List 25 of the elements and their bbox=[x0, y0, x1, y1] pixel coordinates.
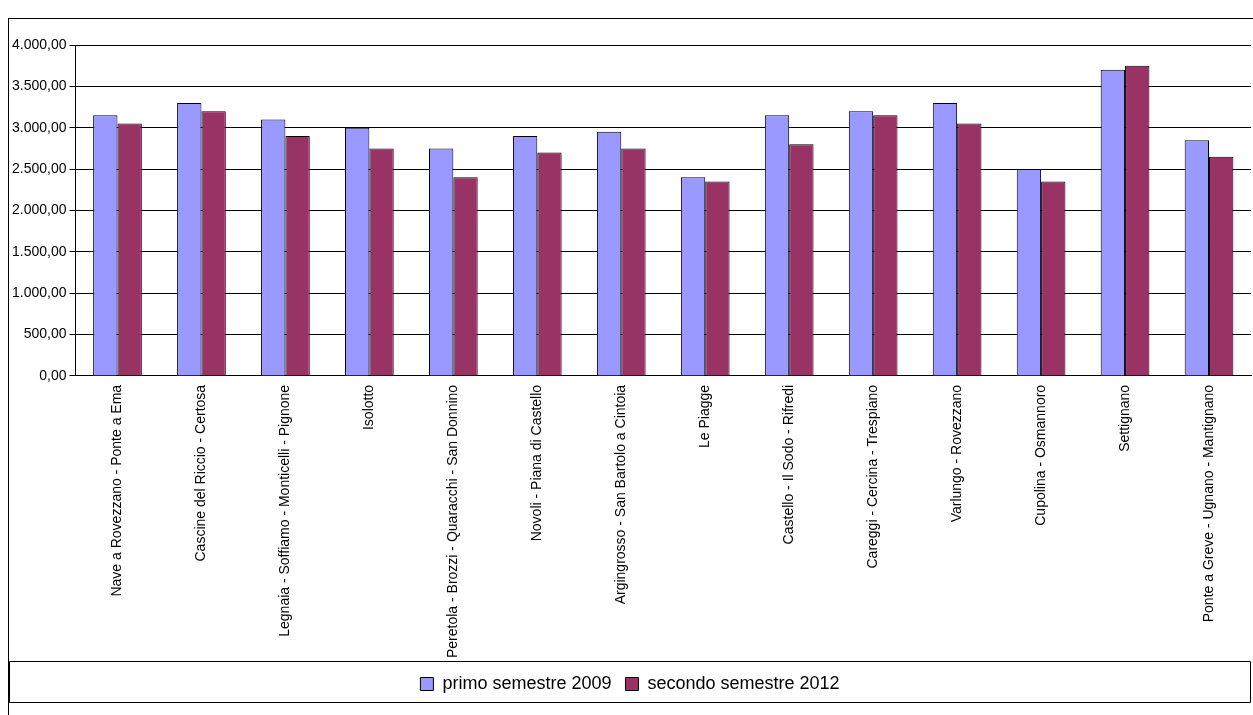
x-tick-label: Peretola - Brozzi - Quaracchi - San Donnino bbox=[444, 384, 461, 658]
y-tick-label: 3.500,00 bbox=[12, 77, 67, 94]
y-tick-label: 500,00 bbox=[23, 325, 67, 342]
x-tick-label: Nave a Rovezzano - Ponte a Ema bbox=[108, 384, 125, 597]
x-tick-label: Novoli - Piana di Castello bbox=[528, 384, 545, 542]
x-tick-label: Le Piagge bbox=[696, 384, 713, 448]
x-tick-label: Cupolina - Osmannoro bbox=[1031, 384, 1048, 526]
x-tick-label: Legnaia - Soffiamo - Monticelli - Pignone bbox=[276, 384, 293, 637]
y-tick-label: 2.500,00 bbox=[12, 159, 67, 176]
y-tick-label: 3.000,00 bbox=[12, 118, 67, 135]
x-tick-label: Ponte a Greve - Ugnano - Mantignano bbox=[1199, 384, 1216, 623]
x-tick-label: Isolotto bbox=[360, 384, 377, 431]
x-tick-label: Argingrosso - San Bartolo a Cintoia bbox=[612, 384, 629, 605]
x-tick-label: Varlungo - Rovezzano bbox=[947, 384, 964, 523]
y-tick-label: 2.000,00 bbox=[12, 201, 67, 218]
y-tick-label: 1.500,00 bbox=[12, 242, 67, 259]
x-tick-label: Castello - Il Sodo - Rifredi bbox=[780, 384, 797, 545]
legend-label: primo semestre 2009 bbox=[442, 672, 612, 693]
y-tick-label: 1.000,00 bbox=[12, 284, 67, 301]
y-tick-label: 4.000,00 bbox=[12, 35, 67, 52]
y-tick-label: 0,00 bbox=[39, 366, 67, 383]
x-tick-label: Settignano bbox=[1115, 384, 1132, 452]
legend-label: secondo semestre 2012 bbox=[647, 672, 840, 693]
x-tick-label: Careggi - Cercina - Trespiano bbox=[864, 384, 881, 569]
x-tick-label: Cascine del Riccio - Certosa bbox=[192, 384, 209, 562]
